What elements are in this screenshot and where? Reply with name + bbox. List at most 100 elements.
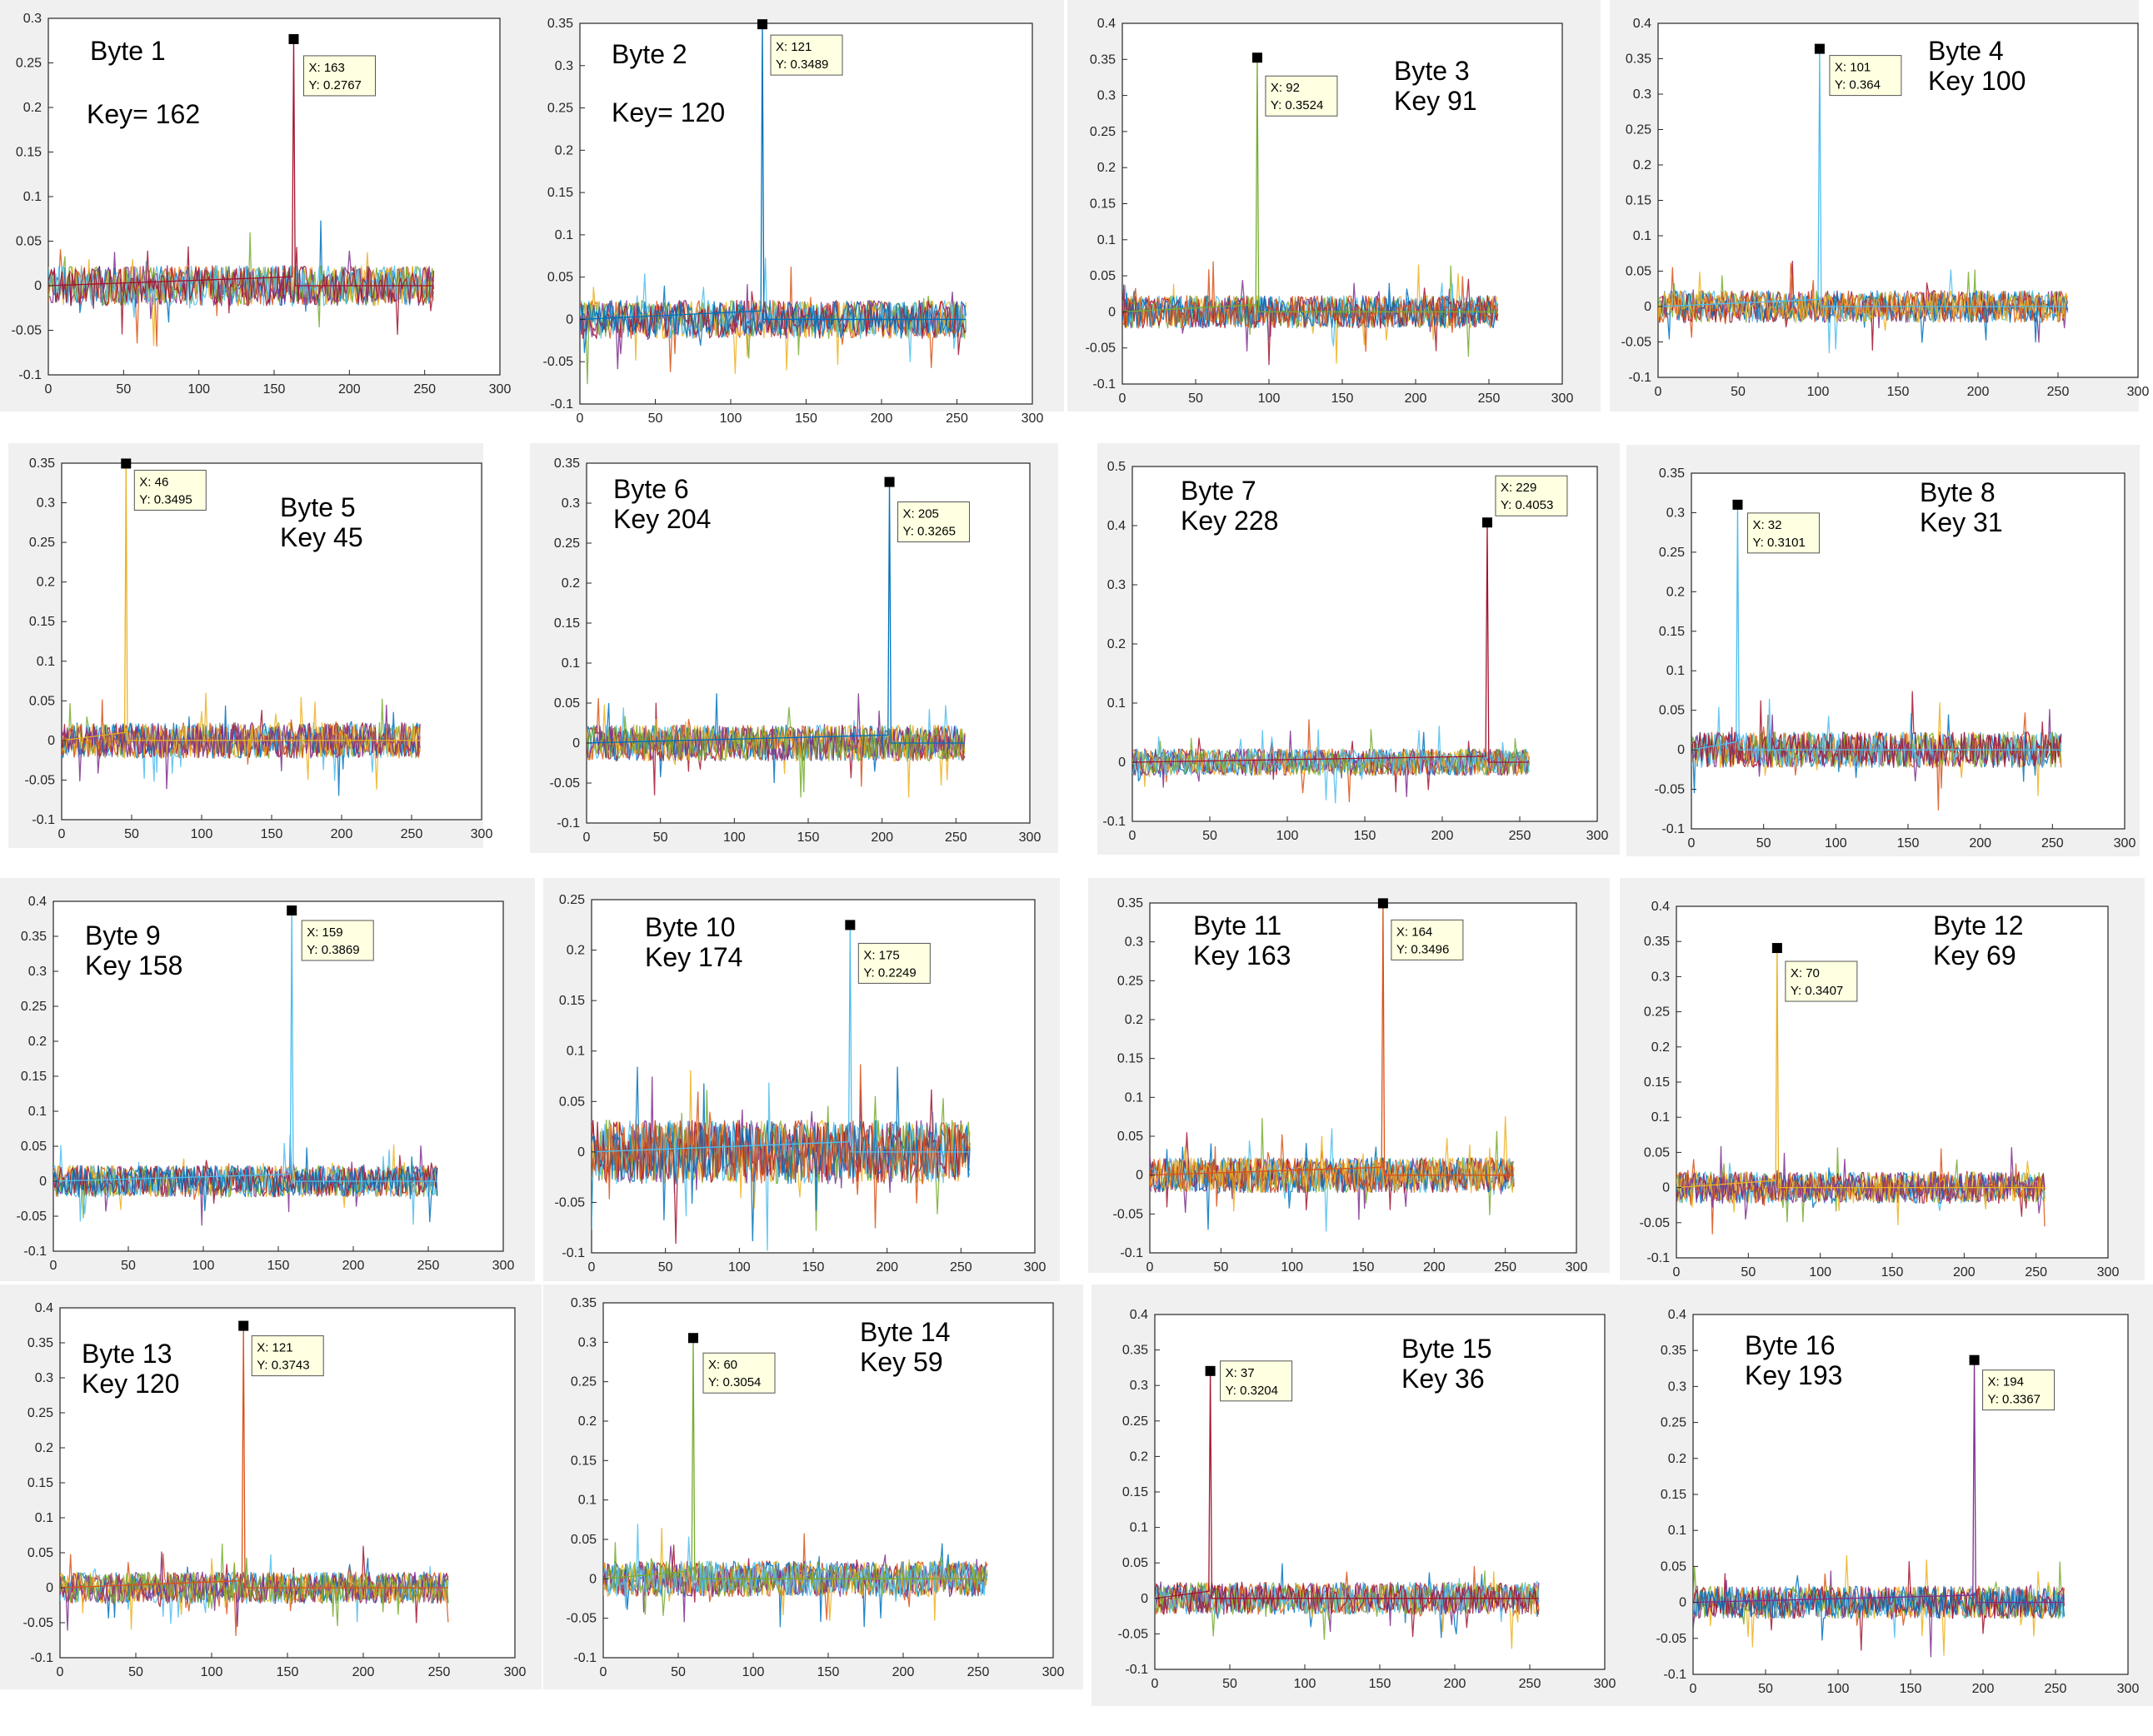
x-tick-label: 200	[876, 1260, 898, 1275]
y-tick-label: 0.15	[1122, 1485, 1148, 1499]
x-tick-label: 0	[600, 1665, 607, 1679]
y-tick-label: -0.1	[1120, 1246, 1143, 1260]
datatip-x: X: 121	[257, 1341, 292, 1355]
datatip-marker[interactable]	[288, 33, 299, 44]
y-tick-label: 0.15	[1090, 197, 1116, 212]
y-tick-label: 0.25	[21, 1000, 47, 1014]
y-tick-label: -0.1	[1102, 815, 1126, 829]
x-tick-label: 100	[720, 412, 742, 426]
y-tick-label: 0	[1662, 1181, 1670, 1195]
noise-trace	[1658, 272, 2069, 332]
y-tick-label: 0.25	[1626, 123, 1651, 137]
y-tick-label: 0.2	[1666, 585, 1685, 599]
x-tick-label: 150	[1352, 1260, 1375, 1275]
datatip-marker[interactable]	[1481, 517, 1492, 528]
datatip-marker[interactable]	[884, 476, 895, 487]
x-tick-label: 150	[267, 1259, 290, 1273]
y-tick-label: 0.2	[1125, 1013, 1143, 1027]
x-tick-label: 0	[57, 1665, 64, 1679]
x-tick-label: 100	[1809, 1265, 1831, 1280]
key-label: Key= 162	[87, 99, 200, 129]
datatip-marker[interactable]	[1377, 898, 1388, 909]
datatip-y: Y: 0.3489	[776, 57, 828, 72]
x-tick-label: 50	[1758, 1682, 1773, 1696]
byte-label: Byte 9	[85, 920, 161, 950]
y-tick-label: 0.2	[578, 1414, 597, 1429]
datatip-y: Y: 0.3407	[1791, 984, 1843, 998]
datatip-y: Y: 0.4053	[1501, 498, 1553, 512]
datatip-marker[interactable]	[1732, 499, 1743, 510]
y-tick-label: 0.2	[37, 576, 55, 590]
noise-trace	[1150, 1134, 1515, 1207]
y-tick-label: 0.25	[554, 536, 580, 551]
noise-trace	[60, 1543, 449, 1627]
datatip-marker[interactable]	[1205, 1365, 1216, 1376]
y-tick-label: 0.15	[554, 616, 580, 631]
x-tick-label: 250	[1519, 1677, 1541, 1691]
y-tick-label: 0	[39, 1175, 47, 1189]
x-tick-label: 250	[946, 412, 968, 426]
datatip-marker[interactable]	[238, 1320, 249, 1331]
byte-label: Byte 6	[613, 474, 689, 504]
byte-label: Byte 7	[1181, 476, 1256, 506]
datatip-marker[interactable]	[1814, 43, 1825, 54]
y-tick-label: 0.3	[1125, 935, 1143, 950]
datatip-marker[interactable]	[1771, 943, 1782, 954]
y-tick-label: 0.05	[547, 271, 573, 285]
datatip-marker[interactable]	[121, 458, 132, 469]
y-tick-label: 0.15	[1661, 1488, 1686, 1502]
x-tick-label: 100	[1827, 1682, 1850, 1696]
datatip-marker[interactable]	[1251, 52, 1262, 63]
y-tick-label: 0.05	[21, 1140, 47, 1154]
noise-trace	[1691, 691, 2062, 769]
chart-svg: 0 50 100 150 200 250 300 -0.1 -0.05 0 0.05 0.1 0.15 0…	[1640, 900, 2120, 1280]
y-tick-label: 0	[46, 1581, 53, 1595]
x-tick-label: 0	[1688, 836, 1696, 851]
chart-svg: 0 50 100 150 200 250 300 -0.1 -0.05 0 0.05 0.1 0.15 0…	[17, 895, 515, 1273]
y-tick-label: 0.15	[1626, 194, 1651, 208]
noise-trace	[53, 1155, 438, 1205]
y-tick-label: 0.35	[1644, 935, 1670, 949]
datatip-y: Y: 0.3496	[1396, 942, 1449, 956]
trace-group	[603, 1337, 988, 1628]
x-tick-label: 200	[1969, 836, 1991, 851]
y-tick-label: 0.4	[28, 895, 47, 909]
y-tick-label: 0.35	[571, 1296, 597, 1310]
datatip-marker[interactable]	[1969, 1354, 1980, 1365]
chart-panel-byte-14: 0 50 100 150 200 250 300 -0.1 -0.05 0 0.05 0.1 0.15 0…	[543, 1285, 1083, 1689]
y-tick-label: -0.1	[557, 816, 580, 831]
datatip-box	[1829, 55, 1902, 97]
datatip-marker[interactable]	[757, 19, 768, 30]
y-tick-label: 0.35	[1661, 1344, 1686, 1358]
y-tick-label: 0	[589, 1572, 597, 1586]
x-tick-label: 150	[797, 831, 820, 845]
y-tick-label: 0.15	[1659, 625, 1685, 639]
datatip-x: X: 101	[1835, 61, 1871, 75]
noise-trace	[592, 1064, 971, 1229]
key-label: Key 174	[645, 942, 742, 972]
trace-group	[1155, 1370, 1540, 1649]
noise-trace	[1693, 1574, 2066, 1641]
axes-box	[579, 22, 1033, 405]
key-label: Key 228	[1181, 506, 1278, 536]
datatip-marker[interactable]	[688, 1333, 698, 1344]
x-tick-label: 50	[1731, 385, 1746, 399]
chart-svg: 0 50 100 150 200 250 300 -0.1 -0.05 0 0.05 0.1 0.15 0…	[1113, 896, 1588, 1275]
y-tick-label: -0.05	[550, 776, 581, 791]
x-tick-label: 250	[950, 1260, 972, 1275]
x-tick-label: 0	[58, 827, 66, 841]
y-tick-label: 0.1	[567, 1045, 585, 1059]
datatip-marker[interactable]	[287, 905, 297, 916]
x-tick-label: 0	[583, 831, 591, 845]
y-tick-label: 0.25	[571, 1375, 597, 1389]
y-tick-label: 0.2	[1633, 158, 1651, 172]
x-tick-label: 300	[1586, 829, 1609, 843]
datatip-box	[1785, 960, 1858, 1002]
y-tick-label: 0.35	[547, 17, 573, 31]
y-tick-label: -0.1	[1646, 1251, 1670, 1265]
key-label: Key 163	[1193, 940, 1291, 970]
datatip-y: Y: 0.3367	[1988, 1393, 2041, 1407]
y-tick-label: 0.15	[21, 1070, 47, 1084]
y-tick-label: -0.1	[23, 1245, 47, 1259]
datatip-marker[interactable]	[845, 920, 856, 930]
